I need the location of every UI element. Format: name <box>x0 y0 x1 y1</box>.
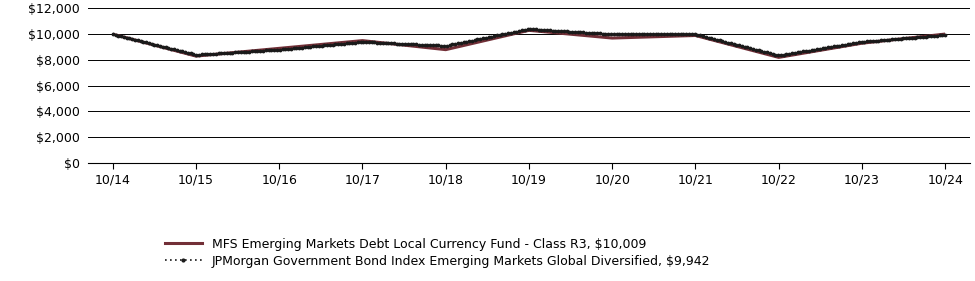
MFS Emerging Markets Debt Local Currency Fund - Class R3, $10,009 <box>273 47 285 50</box>
Line: MFS Emerging Markets Debt Local Currency Fund - Class R3, $10,009: MFS Emerging Markets Debt Local Currency… <box>113 30 945 57</box>
JPMorgan Government Bond Index Emerging Markets Global Diversified, $9,942 <box>772 54 784 57</box>
MFS Emerging Markets Debt Local Currency Fund - Class R3, $10,009 <box>523 29 534 32</box>
JPMorgan Government Bond Index Emerging Markets Global Diversified, $9,942 <box>867 39 878 43</box>
JPMorgan Government Bond Index Emerging Markets Global Diversified, $9,942 <box>619 33 631 36</box>
JPMorgan Government Bond Index Emerging Markets Global Diversified, $9,942 <box>603 32 614 36</box>
JPMorgan Government Bond Index Emerging Markets Global Diversified, $9,942 <box>939 33 951 37</box>
Line: JPMorgan Government Bond Index Emerging Markets Global Diversified, $9,942: JPMorgan Government Bond Index Emerging … <box>110 27 948 58</box>
JPMorgan Government Bond Index Emerging Markets Global Diversified, $9,942 <box>605 32 617 36</box>
MFS Emerging Markets Debt Local Currency Fund - Class R3, $10,009 <box>856 42 868 45</box>
MFS Emerging Markets Debt Local Currency Fund - Class R3, $10,009 <box>773 56 785 59</box>
JPMorgan Government Bond Index Emerging Markets Global Diversified, $9,942 <box>814 47 826 50</box>
MFS Emerging Markets Debt Local Currency Fund - Class R3, $10,009 <box>939 32 951 36</box>
MFS Emerging Markets Debt Local Currency Fund - Class R3, $10,009 <box>357 39 369 42</box>
MFS Emerging Markets Debt Local Currency Fund - Class R3, $10,009 <box>689 34 701 37</box>
Legend: MFS Emerging Markets Debt Local Currency Fund - Class R3, $10,009, JPMorgan Gove: MFS Emerging Markets Debt Local Currency… <box>165 238 711 268</box>
MFS Emerging Markets Debt Local Currency Fund - Class R3, $10,009 <box>440 48 451 51</box>
JPMorgan Government Bond Index Emerging Markets Global Diversified, $9,942 <box>107 33 119 36</box>
MFS Emerging Markets Debt Local Currency Fund - Class R3, $10,009 <box>606 36 618 40</box>
JPMorgan Government Bond Index Emerging Markets Global Diversified, $9,942 <box>109 33 121 37</box>
JPMorgan Government Bond Index Emerging Markets Global Diversified, $9,942 <box>525 28 536 31</box>
MFS Emerging Markets Debt Local Currency Fund - Class R3, $10,009 <box>190 55 202 58</box>
MFS Emerging Markets Debt Local Currency Fund - Class R3, $10,009 <box>107 33 119 36</box>
